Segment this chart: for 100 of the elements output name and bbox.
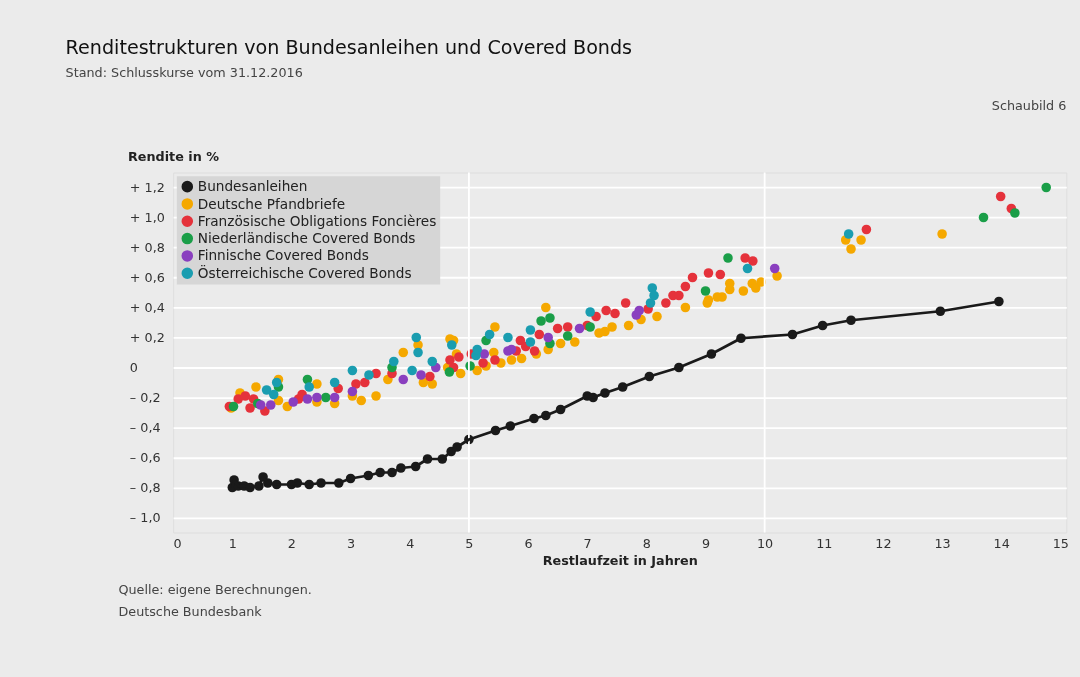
- point: [534, 329, 545, 340]
- x-axis-title: Restlaufzeit in Jahren: [542, 552, 698, 568]
- point: [751, 283, 761, 293]
- point: [427, 356, 438, 367]
- point: [398, 347, 409, 358]
- point: [288, 397, 299, 407]
- x-tick-label: 2: [287, 536, 296, 552]
- point: [371, 391, 381, 401]
- point: [329, 377, 340, 388]
- legend-label: Deutsche Pfandbriefe: [197, 195, 346, 212]
- point: [703, 268, 714, 278]
- point: [425, 371, 435, 382]
- point: [312, 379, 322, 389]
- point: [536, 316, 546, 326]
- point: [360, 377, 370, 388]
- y-tick-label: + 1,2: [129, 179, 165, 195]
- y-axis-title: Rendite in %: [128, 149, 220, 165]
- point: [543, 332, 553, 343]
- chart-title: Renditestrukturen von Bundesanleihen und Covered Bonds: [65, 36, 633, 60]
- point: [740, 253, 750, 263]
- point: [398, 374, 409, 385]
- point: [661, 298, 671, 308]
- point: [416, 370, 426, 380]
- point: [472, 344, 482, 355]
- y-tick-label: – 1,0: [129, 509, 161, 525]
- y-tick-label: 0: [129, 359, 138, 375]
- point: [652, 311, 662, 322]
- point: [525, 325, 536, 335]
- point: [304, 382, 314, 392]
- point: [680, 302, 691, 313]
- x-tick-label: 0: [173, 536, 182, 552]
- point: [329, 392, 340, 403]
- point: [585, 307, 595, 317]
- point: [687, 272, 698, 283]
- point: [545, 313, 555, 323]
- point: [445, 355, 455, 365]
- point: [251, 382, 261, 392]
- x-tick-label: 1: [228, 536, 237, 552]
- point: [407, 365, 417, 376]
- x-tick-label: 10: [757, 536, 774, 552]
- point: [389, 356, 399, 367]
- point: [995, 191, 1006, 202]
- x-tick-label: 4: [406, 536, 415, 552]
- point: [607, 322, 617, 332]
- x-tick-label: 6: [524, 536, 533, 552]
- point: [427, 379, 438, 389]
- point: [490, 322, 500, 332]
- x-tick-label: 5: [465, 536, 474, 552]
- point: [411, 332, 422, 343]
- point: [455, 368, 466, 379]
- point: [856, 235, 866, 245]
- point: [742, 263, 753, 274]
- source-note: Quelle: eigene Berechnungen.: [118, 582, 312, 598]
- point: [748, 256, 758, 266]
- point: [356, 395, 367, 406]
- point: [245, 403, 255, 413]
- point: [610, 308, 620, 319]
- point: [574, 323, 585, 334]
- point: [937, 229, 947, 239]
- x-tick-label: 11: [816, 536, 833, 552]
- point: [723, 253, 733, 263]
- point: [846, 244, 856, 254]
- point: [484, 329, 495, 340]
- point: [490, 355, 500, 365]
- point: [620, 298, 631, 308]
- point: [562, 331, 573, 341]
- point: [302, 394, 313, 404]
- point: [503, 332, 513, 343]
- x-tick-label: 7: [583, 536, 592, 552]
- point: [552, 323, 563, 334]
- point: [1041, 182, 1051, 193]
- point: [1010, 208, 1020, 218]
- point: [261, 385, 272, 395]
- point: [265, 400, 276, 410]
- point: [570, 337, 580, 347]
- text: Schaubild 6: [991, 97, 1067, 113]
- point: [645, 298, 656, 308]
- point: [769, 263, 780, 274]
- legend-label: Bundesanleihen: [197, 178, 308, 195]
- point: [978, 212, 989, 223]
- point: [738, 286, 749, 296]
- x-tick-label: 12: [875, 536, 892, 552]
- point: [634, 305, 645, 316]
- y-tick-label: – 0,2: [129, 389, 161, 405]
- y-tick-label: + 0,4: [129, 299, 165, 315]
- y-tick-label: – 0,6: [129, 449, 161, 465]
- x-tick-label: 13: [934, 536, 951, 552]
- text: Deutsche Bundesbank: [118, 604, 263, 620]
- point: [600, 326, 610, 337]
- point: [506, 355, 517, 365]
- point: [444, 367, 455, 377]
- point: [715, 269, 726, 280]
- point: [772, 271, 782, 281]
- point: [555, 338, 566, 349]
- point: [525, 337, 536, 347]
- y-tick-label: – 0,4: [129, 419, 161, 435]
- point: [649, 290, 659, 301]
- point: [413, 347, 423, 358]
- point: [446, 340, 457, 350]
- x-tick-label: 3: [347, 536, 356, 552]
